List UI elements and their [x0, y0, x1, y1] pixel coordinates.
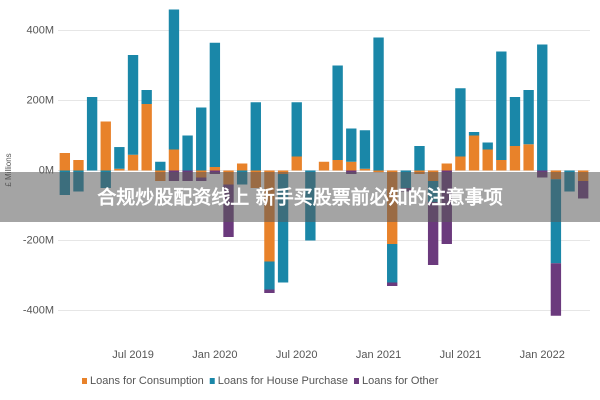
bar-segment — [523, 90, 534, 145]
y-tick-label: -200M — [23, 234, 54, 246]
bar-segment — [209, 42, 221, 167]
bar-segment — [114, 147, 125, 169]
y-tick-label: -400M — [23, 304, 54, 316]
x-tick-label: Jan 2022 — [520, 349, 565, 361]
bar-segment — [455, 156, 466, 171]
bar-segment — [59, 153, 71, 171]
x-tick-label: Jan 2021 — [356, 349, 401, 361]
bar-segment — [387, 244, 398, 283]
legend-swatch — [353, 378, 359, 384]
bar-segment — [373, 37, 384, 171]
bar-segment — [482, 142, 493, 150]
banner-background — [0, 172, 600, 222]
bar-segment — [141, 104, 152, 171]
bar-segment — [291, 102, 302, 157]
bar-segment — [73, 160, 84, 171]
bar-segment — [359, 168, 371, 171]
bar-segment — [468, 132, 480, 136]
bar-segment — [468, 135, 480, 171]
bar-segment — [387, 282, 398, 286]
bar-segment — [264, 289, 275, 293]
x-tick-label: Jan 2020 — [192, 349, 237, 361]
bar-segment — [496, 51, 507, 160]
bar-segment — [250, 102, 261, 171]
x-tick-label: Jul 2019 — [112, 349, 154, 361]
legend-swatch — [82, 378, 87, 384]
bar-segment — [482, 149, 493, 171]
bar-segment — [236, 163, 248, 171]
bar-segment — [537, 44, 548, 171]
bar-segment — [168, 9, 180, 150]
bar-segment — [127, 154, 139, 171]
bar-segment — [373, 170, 384, 173]
x-tick-label: Jul 2020 — [276, 349, 318, 361]
bar-segment — [441, 163, 452, 171]
bar-segment — [86, 97, 98, 171]
bar-segment — [346, 128, 357, 162]
y-tick-label: 200M — [26, 94, 54, 106]
bar-segment — [127, 55, 139, 155]
bar-segment — [264, 261, 275, 290]
bar-segment — [318, 161, 330, 171]
x-tick-label: Jul 2021 — [440, 349, 482, 361]
bar-segment — [209, 167, 221, 171]
bar-segment — [496, 160, 507, 171]
bar-segment — [332, 65, 343, 160]
bar-segment — [550, 263, 562, 316]
bar-segment — [427, 202, 439, 265]
bar-segment — [182, 135, 193, 171]
y-axis-label: £ Millions — [4, 153, 13, 186]
bar-segment — [509, 97, 521, 146]
legend-label: Loans for House Purchase — [218, 375, 348, 387]
bar-segment — [359, 130, 371, 169]
banner-text: 合规炒股配资线上 新手买股票前必知的注意事项 — [97, 186, 503, 209]
bar-segment — [168, 149, 180, 171]
y-tick-label: 400M — [26, 24, 54, 36]
bar-segment — [141, 90, 152, 104]
bar-segment — [332, 160, 343, 171]
legend-label: Loans for Consumption — [90, 375, 204, 387]
bar-segment — [509, 146, 521, 171]
legend-label: Loans for Other — [362, 375, 439, 387]
bar-segment — [346, 161, 357, 171]
bar-segment — [414, 146, 425, 171]
legend-swatch — [209, 378, 215, 384]
bar-segment — [455, 88, 466, 157]
bar-segment — [277, 174, 289, 283]
bar-segment — [196, 107, 207, 171]
bar-segment — [100, 121, 111, 171]
bar-segment — [155, 161, 166, 171]
bar-segment — [291, 156, 302, 171]
bar-segment — [114, 168, 125, 171]
bar-segment — [523, 144, 534, 171]
